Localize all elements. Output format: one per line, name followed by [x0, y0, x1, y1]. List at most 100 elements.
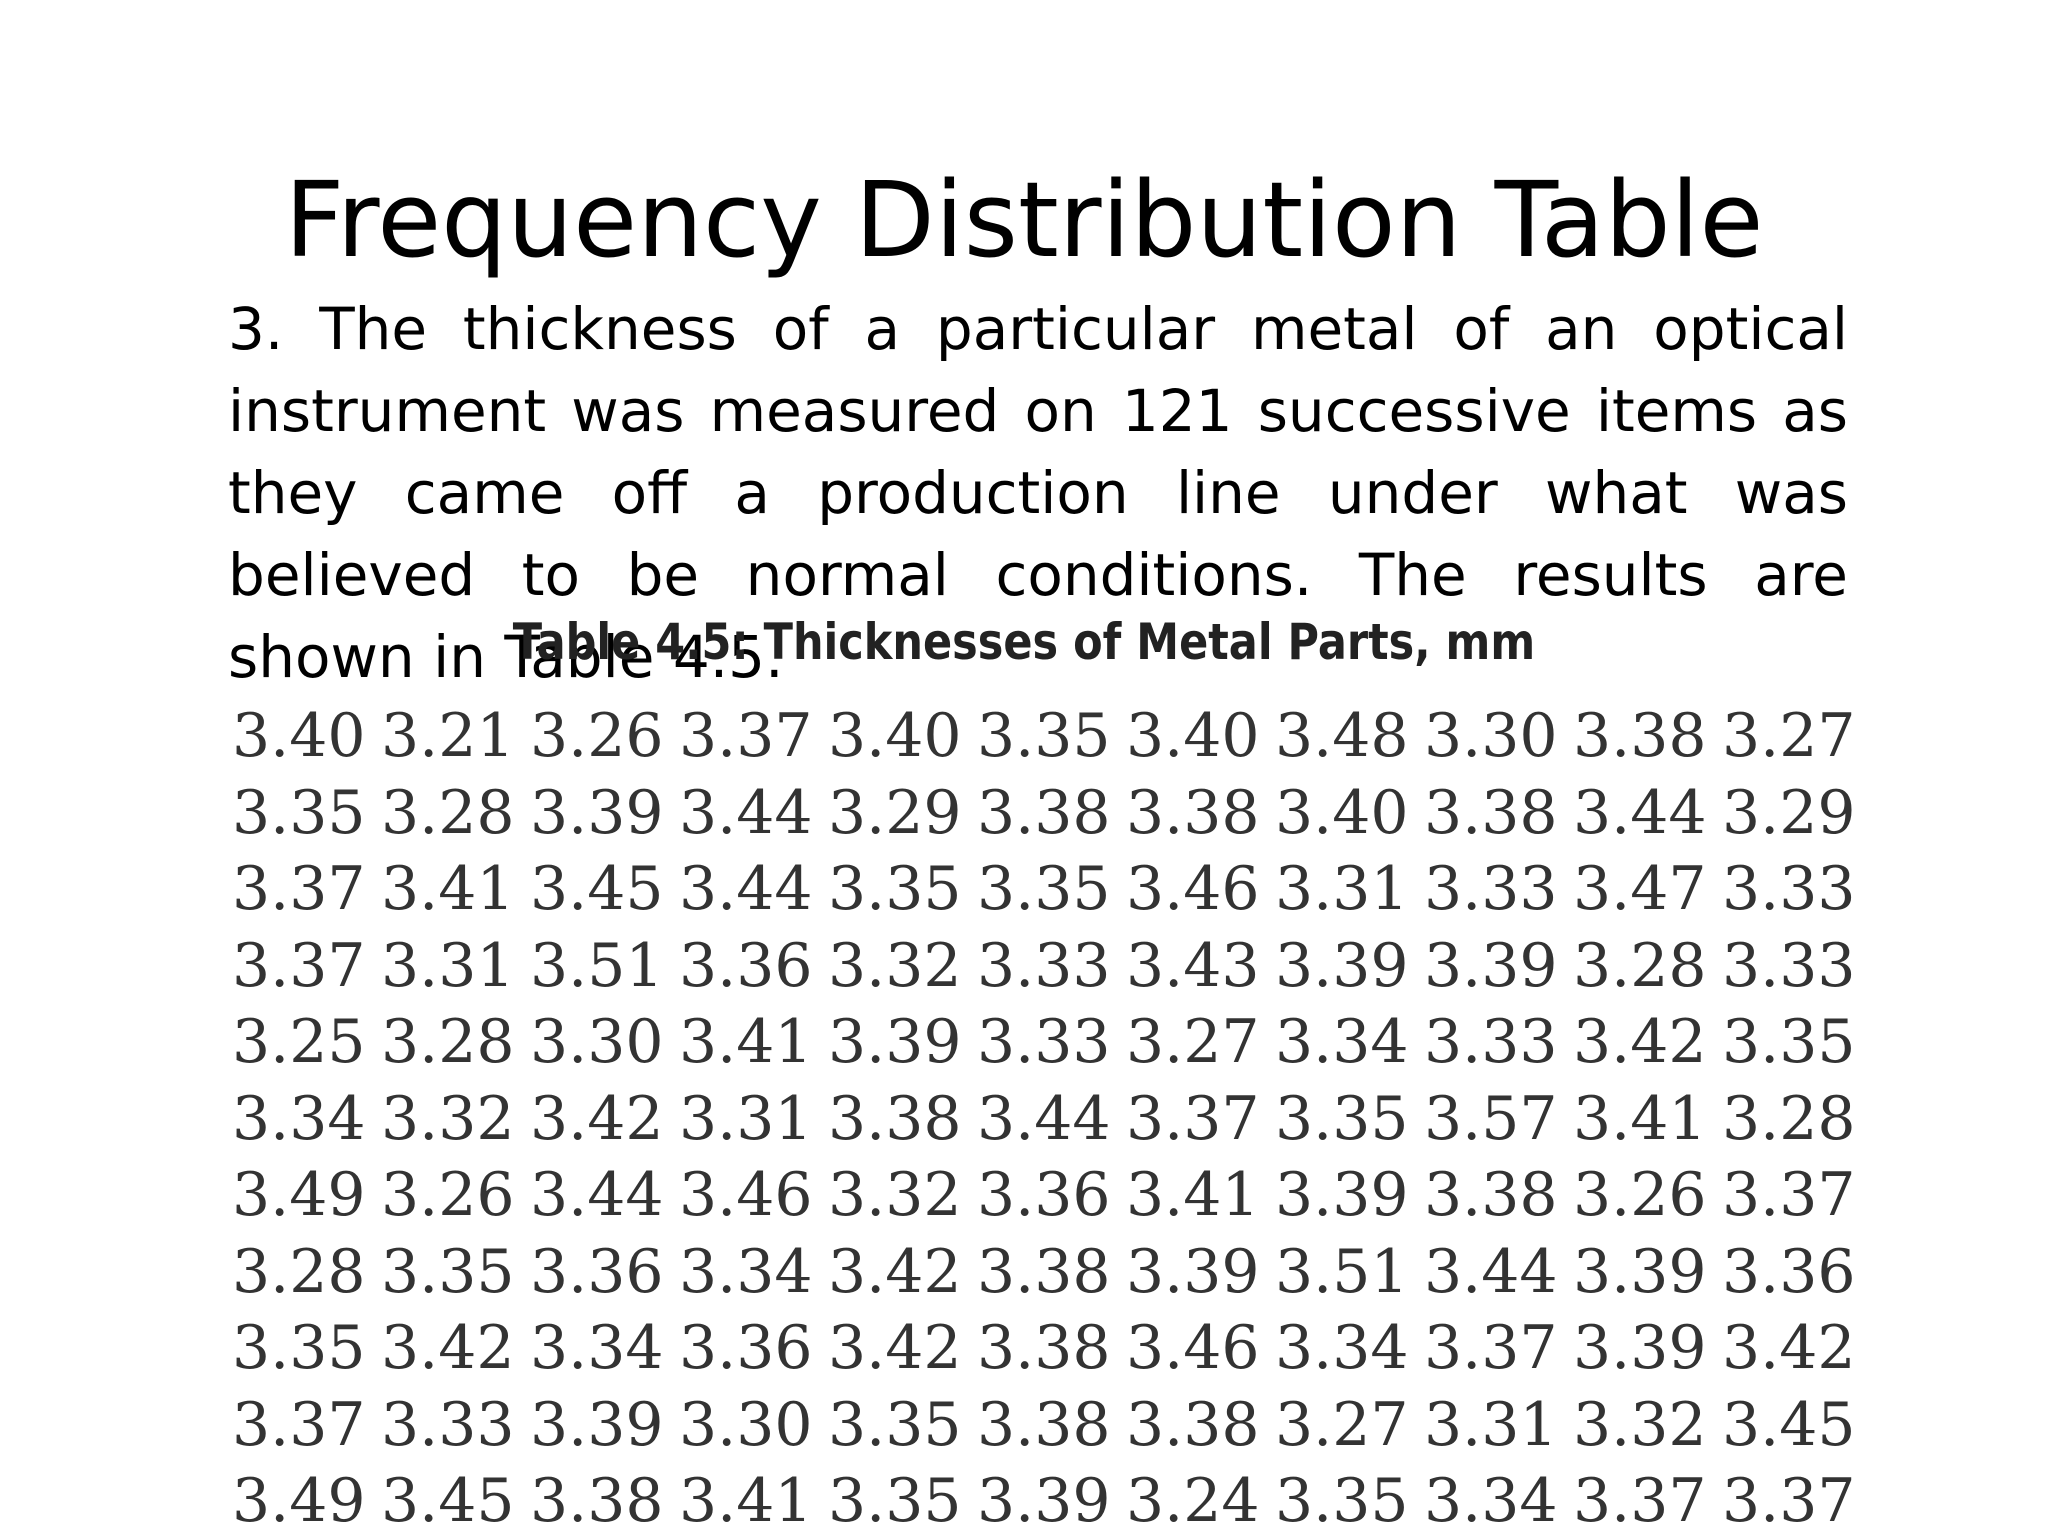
- table-cell: 3.38: [1424, 777, 1558, 848]
- table-cell: 3.39: [1275, 1160, 1409, 1231]
- table-cell: 3.41: [1573, 1083, 1707, 1154]
- table-cell: 3.40: [1275, 777, 1409, 848]
- table-cell: 3.32: [381, 1083, 515, 1154]
- table-cell: 3.28: [232, 1236, 366, 1307]
- table-cell: 3.33: [381, 1389, 515, 1460]
- table-cell: 3.40: [828, 701, 962, 772]
- table-cell: 3.29: [828, 777, 962, 848]
- table-cell: 3.49: [232, 1466, 366, 1537]
- table-cell: 3.38: [977, 1389, 1111, 1460]
- table-cell: 3.28: [381, 777, 515, 848]
- table-cell: 3.44: [530, 1160, 664, 1231]
- table-row: 3.35 3.42 3.34 3.36 3.42 3.38 3.46 3.34 3.37 3.39…: [232, 1310, 1871, 1387]
- table-cell: 3.39: [1424, 930, 1558, 1001]
- table-cell: 3.31: [1275, 854, 1409, 925]
- table-cell: 3.37: [679, 701, 813, 772]
- table-cell: 3.37: [232, 854, 366, 925]
- table-cell: 3.26: [381, 1160, 515, 1231]
- table-cell: 3.45: [381, 1466, 515, 1537]
- table-cell: 3.35: [381, 1236, 515, 1307]
- table-cell: 3.39: [977, 1466, 1111, 1537]
- table-cell: 3.44: [679, 777, 813, 848]
- table-cell: 3.27: [1275, 1389, 1409, 1460]
- table-cell: 3.42: [530, 1083, 664, 1154]
- table-row: 3.25 3.28 3.30 3.41 3.39 3.33 3.27 3.34 3.33 3.42…: [232, 1004, 1871, 1081]
- table-caption: Table 4.5: Thicknesses of Metal Parts, m…: [512, 613, 1536, 671]
- table-row: 3.37 3.33 3.39 3.30 3.35 3.38 3.38 3.27 3.31 3.32…: [232, 1387, 1871, 1464]
- table-cell: 3.44: [1424, 1236, 1558, 1307]
- table-row: 3.49 3.26 3.44 3.46 3.32 3.36 3.41 3.39 3.38 3.26…: [232, 1157, 1871, 1234]
- table-cell: 3.35: [977, 701, 1111, 772]
- table-cell: 3.37: [232, 930, 366, 1001]
- table-cell: 3.44: [1573, 777, 1707, 848]
- table-row: 3.37 3.41 3.45 3.44 3.35 3.35 3.46 3.31 3.33 3.47…: [232, 851, 1871, 928]
- table-cell: 3.30: [1424, 701, 1558, 772]
- table-cell: 3.30: [530, 1007, 664, 1078]
- table-cell: 3.24: [1126, 1466, 1260, 1537]
- table-cell: 3.42: [1573, 1007, 1707, 1078]
- table-cell: 3.34: [679, 1236, 813, 1307]
- table-cell: 3.36: [977, 1160, 1111, 1231]
- table-cell: 3.35: [828, 1466, 962, 1537]
- table-cell: 3.42: [828, 1313, 962, 1384]
- table-cell: 3.48: [1275, 701, 1409, 772]
- table-cell: 3.34: [232, 1083, 366, 1154]
- table-cell: 3.34: [530, 1313, 664, 1384]
- table-cell: 3.36: [679, 1313, 813, 1384]
- table-cell: 3.35: [232, 777, 366, 848]
- table-cell: 3.35: [1275, 1466, 1409, 1537]
- table-cell: 3.33: [1424, 1007, 1558, 1078]
- table-body: 3.40 3.21 3.26 3.37 3.40 3.35 3.40 3.48 3.30 3.38…: [232, 698, 1871, 1540]
- table-cell: 3.28: [1573, 930, 1707, 1001]
- table-cell: 3.32: [828, 930, 962, 1001]
- problem-text: 3. The thickness of a particular metal o…: [228, 295, 1848, 691]
- table-cell: 3.39: [530, 777, 664, 848]
- table-cell: 3.38: [828, 1083, 962, 1154]
- table-cell: 3.45: [530, 854, 664, 925]
- table-cell: 3.33: [1722, 854, 1856, 925]
- table-cell: 3.46: [1126, 854, 1260, 925]
- table-cell: 3.34: [1275, 1313, 1409, 1384]
- table-cell: 3.41: [1126, 1160, 1260, 1231]
- table-cell: 3.39: [1573, 1236, 1707, 1307]
- table-cell: 3.37: [1573, 1466, 1707, 1537]
- table-cell: 3.41: [381, 854, 515, 925]
- table-cell: 3.51: [530, 930, 664, 1001]
- table-cell: 3.31: [381, 930, 515, 1001]
- table-cell: 3.40: [232, 701, 366, 772]
- table-cell: 3.46: [679, 1160, 813, 1231]
- table-cell: 3.27: [1722, 701, 1856, 772]
- table-cell: 3.38: [977, 1236, 1111, 1307]
- table-cell: 3.38: [1126, 1389, 1260, 1460]
- table-row: 3.40 3.21 3.26 3.37 3.40 3.35 3.40 3.48 3.30 3.38…: [232, 698, 1871, 775]
- table-cell: 3.33: [977, 1007, 1111, 1078]
- table-cell: 3.45: [1722, 1389, 1856, 1460]
- table-cell: 3.29: [1722, 777, 1856, 848]
- table-cell: 3.38: [977, 777, 1111, 848]
- table-cell: 3.27: [1126, 1007, 1260, 1078]
- table-cell: 3.34: [1275, 1007, 1409, 1078]
- table-cell: 3.33: [977, 930, 1111, 1001]
- table-cell: 3.37: [232, 1389, 366, 1460]
- table-cell: 3.38: [530, 1466, 664, 1537]
- table-row: 3.34 3.32 3.42 3.31 3.38 3.44 3.37 3.35 3.57 3.41…: [232, 1081, 1871, 1158]
- table-cell: 3.39: [1573, 1313, 1707, 1384]
- table-row: 3.35 3.28 3.39 3.44 3.29 3.38 3.38 3.40 3.38 3.44…: [232, 775, 1871, 852]
- table-cell: 3.34: [1424, 1466, 1558, 1537]
- table-row: 3.37 3.31 3.51 3.36 3.32 3.33 3.43 3.39 3.39 3.28…: [232, 928, 1871, 1005]
- table-cell: 3.35: [232, 1313, 366, 1384]
- table-row: 3.49 3.45 3.38 3.41 3.35 3.39 3.24 3.35 3.34 3.37…: [232, 1463, 1871, 1540]
- slide-title: Frequency Distribution Table: [284, 159, 1764, 281]
- table-cell: 3.25: [232, 1007, 366, 1078]
- table-cell: 3.35: [1722, 1007, 1856, 1078]
- table-cell: 3.42: [381, 1313, 515, 1384]
- table-cell: 3.28: [1722, 1083, 1856, 1154]
- table-cell: 3.43: [1126, 930, 1260, 1001]
- table-cell: 3.38: [977, 1313, 1111, 1384]
- table-cell: 3.30: [679, 1389, 813, 1460]
- table-cell: 3.42: [828, 1236, 962, 1307]
- thickness-data-table: 3.40 3.21 3.26 3.37 3.40 3.35 3.40 3.48 3.30 3.38…: [232, 698, 1871, 1540]
- table-cell: 3.39: [828, 1007, 962, 1078]
- table-cell: 3.41: [679, 1466, 813, 1537]
- table-cell: 3.31: [679, 1083, 813, 1154]
